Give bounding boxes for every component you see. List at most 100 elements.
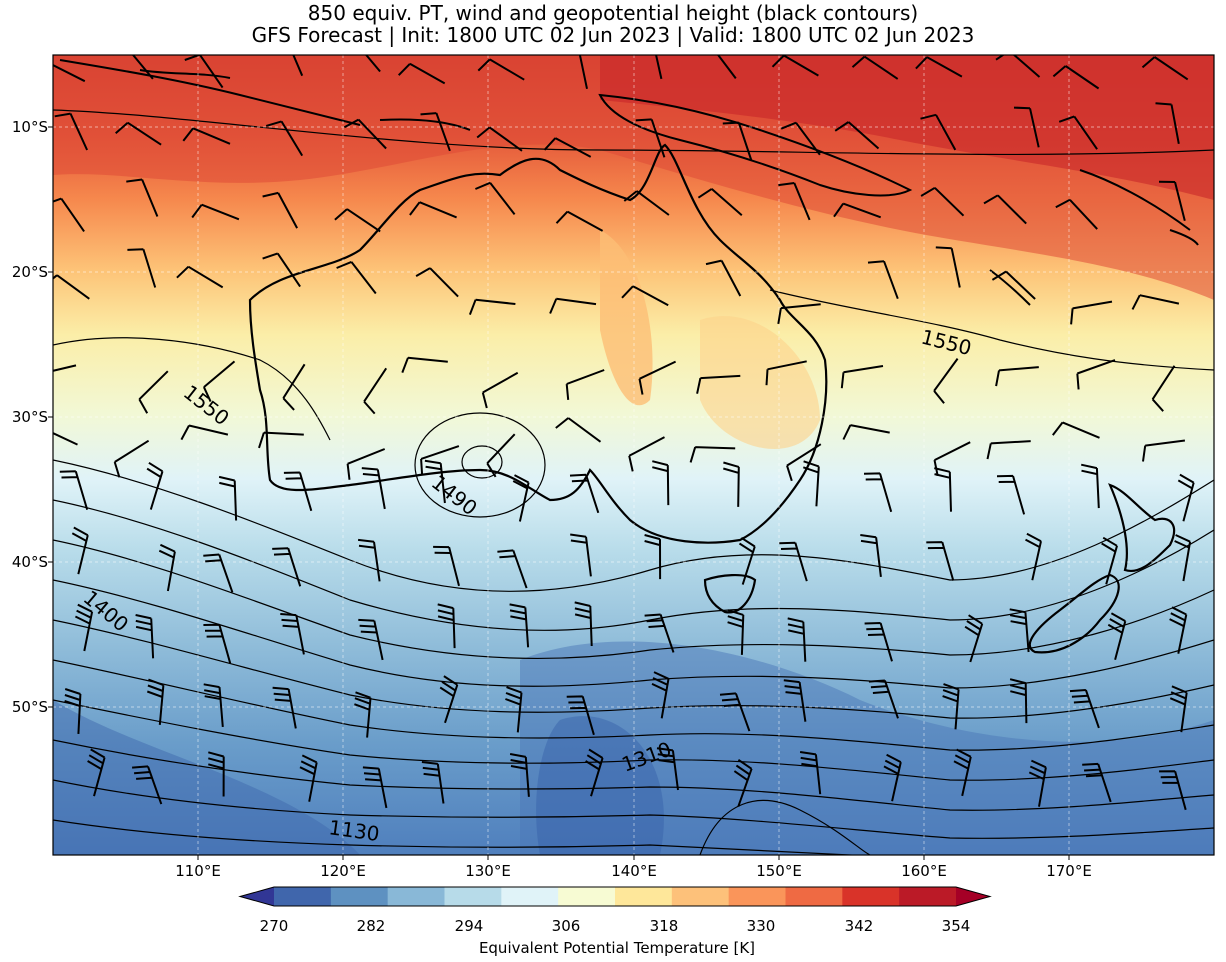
coastline-new-zealand-south [1028, 573, 1120, 654]
wind-barb [991, 270, 1036, 300]
colorbar-swatch [444, 887, 502, 906]
wind-barb [652, 460, 670, 506]
wind-barb [64, 688, 82, 734]
wind-barb [433, 545, 460, 587]
warm-patch-queensland [700, 316, 820, 449]
wind-barb [834, 121, 880, 150]
wind-barb [272, 547, 302, 587]
lon-label: 140°E [611, 862, 657, 880]
wind-barb [437, 603, 456, 649]
wind-barb [787, 617, 807, 662]
wind-barb [656, 747, 679, 791]
coastline-islands-east [989, 169, 1199, 306]
wind-barb [509, 753, 530, 797]
wind-barb [986, 440, 1031, 460]
wind-barb [358, 618, 384, 661]
wind-barb [555, 417, 602, 443]
wind-barb [363, 367, 388, 415]
wind-barb [468, 298, 516, 315]
wind-barb [833, 202, 882, 219]
wind-barb [208, 751, 225, 797]
wind-barb [1158, 180, 1186, 222]
lat-label: 10°S [11, 118, 48, 136]
wind-barb [59, 470, 89, 510]
wind-barb [424, 459, 446, 504]
wind-barb [420, 112, 451, 152]
wind-barb [1131, 294, 1180, 310]
wind-barb [623, 190, 670, 216]
colorbar-swatch [615, 887, 673, 906]
colorbar-tick-label: 282 [356, 917, 386, 935]
wind-barb [135, 614, 155, 659]
wind-barb [258, 431, 304, 449]
wind-barb [203, 623, 232, 664]
wind-barb [570, 533, 592, 577]
wind-barb [585, 748, 604, 797]
lat-label: 30°S [11, 408, 48, 426]
lon-label: 130°E [465, 862, 511, 880]
colorbar-tick-label: 294 [454, 917, 484, 935]
wind-barb [995, 366, 1039, 387]
colorbar-tick-label: 354 [941, 917, 971, 935]
colorbar-tick-label: 306 [551, 917, 581, 935]
wind-barb [481, 371, 519, 409]
colorbar-tick-label: 342 [844, 917, 874, 935]
cool-patch-lobe [536, 716, 664, 855]
wind-barb [1052, 421, 1100, 439]
wind-barb [851, 55, 899, 80]
colorbar-swatch [899, 887, 957, 906]
wind-barb [1174, 534, 1192, 582]
wind-barb [719, 692, 751, 732]
wind-barb [202, 360, 236, 403]
wind-barb [334, 208, 381, 233]
wind-barb [1151, 365, 1176, 412]
colorbar-swatch [842, 887, 900, 906]
wind-barb [362, 766, 388, 809]
wind-barb [697, 188, 743, 217]
wind-barb [1009, 608, 1030, 653]
wind-barb [361, 467, 386, 510]
wind-barb [146, 678, 165, 725]
wind-barb [915, 56, 963, 78]
wind-barb [262, 252, 301, 288]
wind-barb [1169, 606, 1188, 654]
wind-barb [280, 613, 305, 655]
wind-barb [397, 62, 446, 85]
wind-barb [283, 471, 313, 512]
wind-barb [357, 538, 381, 582]
wind-barb [138, 370, 169, 414]
wind-barb [1058, 115, 1098, 150]
wind-barb [644, 613, 675, 653]
wind-barb [983, 194, 1027, 225]
wind-barb [933, 358, 959, 404]
wind-barb [421, 761, 445, 804]
colorbar-swatch [274, 887, 332, 906]
wind-barb [476, 126, 523, 152]
wind-barb [780, 121, 821, 156]
lon-label: 110°E [175, 862, 221, 880]
wind-barb [113, 439, 150, 478]
wind-barb [182, 127, 231, 145]
wind-barb [864, 622, 893, 662]
wind-barb [132, 765, 163, 805]
wind-barb [262, 191, 298, 229]
wind-barb [566, 695, 595, 736]
wind-barb [996, 474, 1026, 515]
colorbar-swatch [785, 887, 843, 906]
colorbar-tick-label: 318 [649, 917, 679, 935]
wind-barb [555, 210, 604, 232]
wind-barb [1141, 56, 1189, 81]
wind-barb [497, 549, 528, 589]
wind-barb [1025, 532, 1042, 581]
wind-barb [644, 534, 662, 580]
wind-barb [842, 424, 890, 440]
colorbar-swatch [330, 887, 389, 906]
wind-barb [1076, 359, 1116, 390]
wind-barb [920, 113, 957, 151]
wind-barb [696, 374, 741, 394]
wind-barb [1101, 536, 1118, 585]
wind-barb [203, 683, 224, 727]
lon-label: 120°E [320, 862, 366, 880]
map-title: 850 equiv. PT, wind and geopotential hei… [307, 1, 919, 25]
